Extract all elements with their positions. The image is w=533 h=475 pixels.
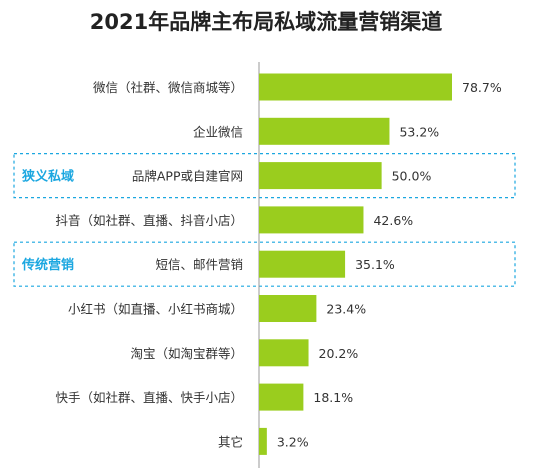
- data-label: 78.7%: [462, 80, 502, 95]
- category-label: 短信、邮件营销: [155, 257, 243, 272]
- bar: [259, 339, 309, 367]
- chart-title: 2021年品牌主布局私域流量营销渠道: [90, 10, 442, 34]
- category-label: 抖音（如社群、直播、抖音小店）: [55, 213, 243, 228]
- category-label: 快手（如社群、直播、快手小店）: [55, 390, 243, 405]
- group-box-0: [13, 153, 516, 199]
- data-label: 20.2%: [319, 346, 359, 361]
- bar: [259, 162, 382, 190]
- category-label: 品牌APP或自建官网: [132, 169, 243, 184]
- group-box-1: [13, 241, 516, 287]
- bar: [259, 427, 267, 455]
- bar: [259, 206, 364, 234]
- group-label-0: 狭义私域: [21, 169, 74, 185]
- category-label: 其它: [218, 434, 243, 449]
- category-label: 小红书（如直播、小红书商城）: [68, 302, 243, 317]
- data-label: 35.1%: [355, 257, 395, 272]
- bar: [259, 383, 304, 411]
- bars: 微信（社群、微信商城等） 78.7% 企业微信 53.2% 品牌APP或自建官网 50.0…: [55, 73, 502, 455]
- data-label: 18.1%: [313, 390, 353, 405]
- group-label-1: 传统营销: [21, 257, 74, 273]
- category-label: 淘宝（如淘宝群等）: [130, 346, 243, 361]
- bar: [259, 295, 317, 322]
- data-label: 23.4%: [326, 302, 366, 317]
- bar: [259, 117, 390, 145]
- data-label: 53.2%: [399, 124, 439, 139]
- data-label: 3.2%: [277, 434, 309, 449]
- data-label: 42.6%: [373, 213, 413, 228]
- category-label: 微信（社群、微信商城等）: [93, 80, 243, 95]
- bar: [259, 73, 452, 101]
- category-label: 企业微信: [193, 124, 243, 139]
- data-label: 50.0%: [392, 169, 432, 184]
- bar: [259, 250, 346, 278]
